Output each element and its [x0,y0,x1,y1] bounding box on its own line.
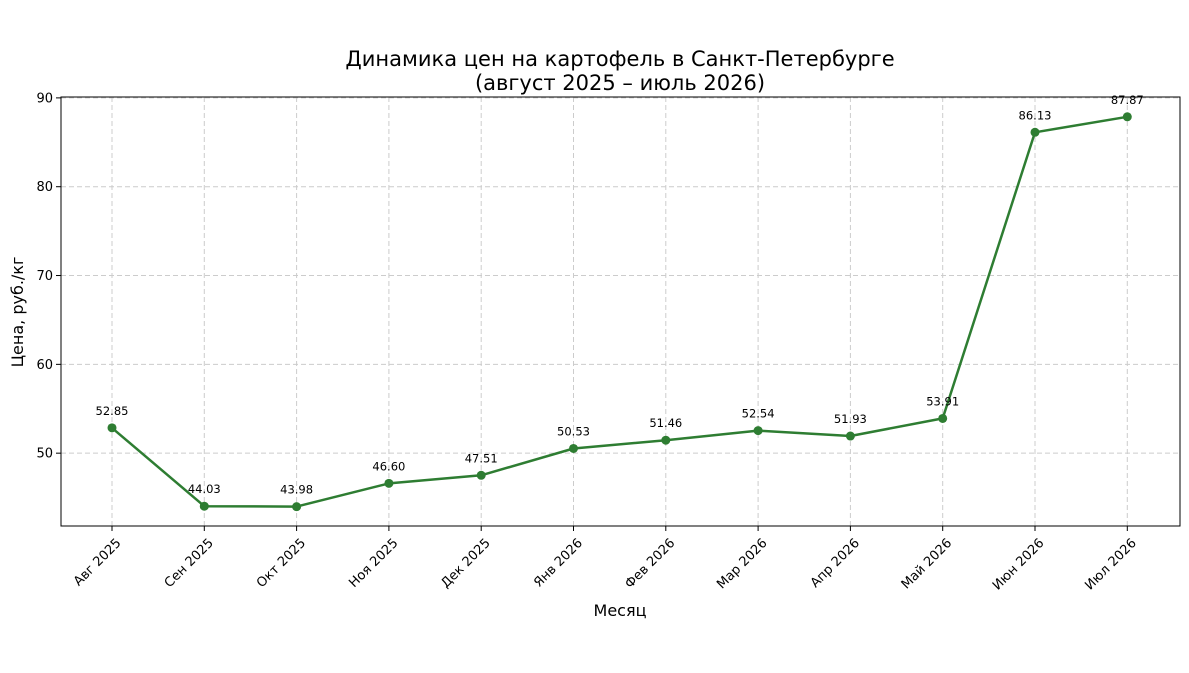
data-label: 51.46 [649,416,682,430]
y-tick-label: 80 [36,180,53,195]
x-tick-label: Апр 2026 [808,536,863,591]
data-point [1030,127,1040,137]
plot-frame [60,96,1181,527]
x-tick-label: Мар 2026 [714,536,770,592]
data-point [292,502,302,512]
data-point [753,426,763,436]
x-axis-label: Месяц [594,601,647,620]
data-label: 46.60 [372,459,405,473]
x-tick-label: Июн 2026 [990,536,1048,594]
chart-title-line1: Динамика цен на картофель в Санкт-Петерб… [345,47,894,71]
x-tick-label: Дек 2025 [438,536,493,591]
x-tick-label: Ноя 2025 [346,536,401,591]
data-label: 44.03 [188,482,221,496]
y-tick-label: 60 [36,358,53,373]
chart-title-line2: (август 2025 – июль 2026) [475,71,765,95]
y-tick-label: 70 [36,269,53,284]
data-point [1122,112,1132,122]
data-label: 86.13 [1019,108,1052,122]
data-point [384,478,394,488]
data-point [199,501,209,511]
grid [61,97,1180,526]
data-label: 87.87 [1111,93,1144,107]
data-point [938,413,948,423]
data-labels: 52.85 44.03 43.98 46.60 47.51 50.53 51.46 52.54… [96,93,1144,497]
series [107,112,1132,512]
data-point [569,443,578,453]
data-point [107,423,117,433]
x-tick-label: Май 2026 [899,536,955,592]
data-label: 52.54 [742,407,775,421]
axes: Авг 2025 Сен 2025 Окт 2025 Ноя 2025 Дек 2025… [36,91,1181,594]
y-axis-label: Цена, руб./кг [8,257,27,368]
x-tick-label: Янв 2026 [531,536,586,591]
data-point [661,435,671,445]
data-label: 51.93 [834,412,867,426]
data-label: 43.98 [280,483,313,497]
x-tick-label: Окт 2025 [254,536,309,591]
x-tick-label: Сен 2025 [162,536,217,591]
price-line [111,115,1128,508]
data-label: 52.85 [96,404,129,418]
data-point [476,470,486,480]
x-tick-label: Фев 2026 [622,536,678,592]
x-tick-label: Июл 2026 [1082,536,1139,593]
y-tick-label: 90 [36,91,53,106]
data-point [845,431,855,441]
data-label: 50.53 [557,424,590,438]
y-tick-label: 50 [36,447,53,462]
x-tick-label: Авг 2025 [71,536,124,589]
data-label: 53.91 [926,394,959,408]
data-label: 47.51 [465,451,498,465]
